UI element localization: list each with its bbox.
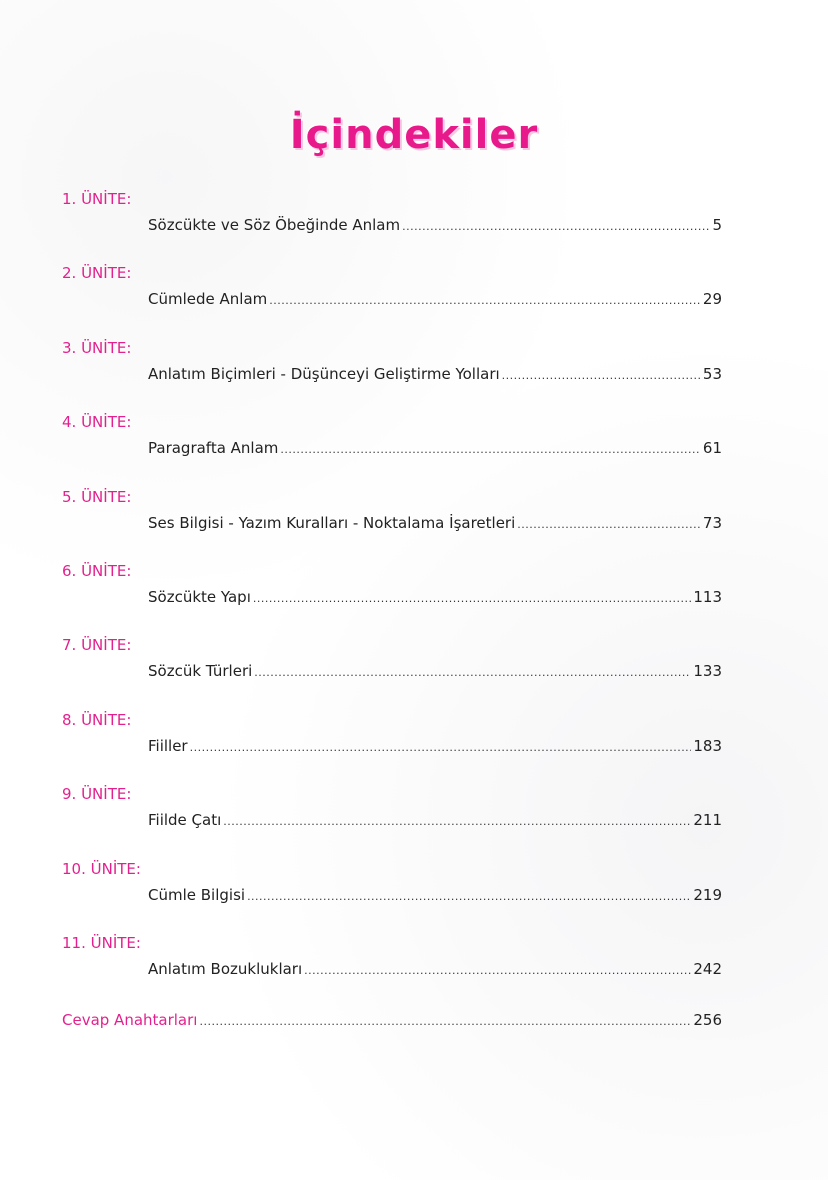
toc-entry[interactable]: Sözcükte Yapı 113 — [148, 588, 722, 606]
toc-entry[interactable]: Paragrafta Anlam 61 — [148, 439, 722, 457]
dot-leader — [280, 443, 701, 456]
entry-title: Cümlede Anlam — [148, 290, 268, 309]
toc-entry[interactable]: Fiiller 183 — [148, 737, 722, 755]
entry-title: Anlatım Bozuklukları — [148, 960, 303, 978]
toc-entry[interactable]: Anlatım Biçimleri - Düşünceyi Geliştirme… — [148, 365, 722, 383]
page-title: İçindekiler — [289, 112, 539, 158]
entry-page: 61 — [702, 439, 722, 458]
toc-entry[interactable]: Ses Bilgisi - Yazım Kuralları - Noktalam… — [148, 514, 722, 532]
entry-page: 113 — [693, 588, 722, 606]
entry-page: 219 — [693, 885, 722, 904]
unit-label: 4. ÜNİTE: — [62, 413, 132, 432]
dot-leader — [254, 666, 691, 679]
entry-title: Sözcükte ve Söz Öbeğinde Anlam — [148, 216, 401, 234]
dot-leader — [223, 815, 691, 828]
unit-label: 10. ÜNİTE: — [62, 859, 141, 878]
toc-entry[interactable]: Anlatım Bozuklukları 242 — [148, 960, 722, 978]
entry-page: 133 — [693, 662, 722, 681]
dot-leader — [502, 369, 701, 382]
toc-entry[interactable]: Cümle Bilgisi 219 — [148, 886, 722, 904]
entry-title: Paragrafta Anlam — [148, 439, 279, 458]
unit-label: 9. ÜNİTE: — [62, 785, 132, 804]
dot-leader — [304, 964, 691, 977]
toc-entry[interactable]: Cümlede Anlam 29 — [148, 290, 722, 308]
entry-page: 53 — [702, 364, 722, 383]
unit-label: 11. ÜNİTE: — [62, 934, 141, 952]
dot-leader — [247, 890, 691, 903]
entry-title: Cevap Anahtarları — [62, 1011, 198, 1029]
unit-label: 3. ÜNİTE: — [62, 338, 132, 357]
dot-leader — [402, 220, 710, 233]
entry-page: 29 — [702, 290, 722, 309]
dot-leader — [253, 592, 691, 605]
unit-label: 5. ÜNİTE: — [62, 487, 132, 506]
unit-label: 6. ÜNİTE: — [62, 562, 132, 580]
entry-page: 73 — [702, 513, 722, 532]
entry-page: 183 — [693, 736, 722, 755]
unit-label: 8. ÜNİTE: — [62, 710, 132, 729]
entry-title: Sözcük Türleri — [148, 662, 253, 681]
entry-page: 242 — [693, 960, 722, 978]
unit-label: 7. ÜNİTE: — [62, 636, 132, 655]
toc-entry[interactable]: Sözcükte ve Söz Öbeğinde Anlam 5 — [148, 216, 722, 234]
dot-leader — [199, 1015, 691, 1028]
toc-entry[interactable]: Sözcük Türleri 133 — [148, 662, 722, 680]
entry-title: Ses Bilgisi - Yazım Kuralları - Noktalam… — [148, 513, 516, 532]
dot-leader — [517, 518, 701, 531]
entry-title: Cümle Bilgisi — [148, 885, 246, 904]
entry-title: Fiiller — [148, 736, 188, 755]
unit-label: 1. ÜNİTE: — [62, 190, 132, 208]
entry-page: 5 — [712, 216, 722, 234]
dot-leader — [190, 741, 692, 754]
entry-page: 256 — [693, 1011, 722, 1029]
unit-label: 2. ÜNİTE: — [62, 264, 132, 283]
entry-title: Sözcükte Yapı — [148, 588, 251, 606]
toc-entry-answer-key[interactable]: Cevap Anahtarları 256 — [62, 1011, 722, 1029]
entry-title: Anlatım Biçimleri - Düşünceyi Geliştirme… — [148, 364, 500, 383]
toc-entry[interactable]: Fiilde Çatı 211 — [148, 811, 722, 829]
entry-page: 211 — [693, 811, 722, 830]
entry-title: Fiilde Çatı — [148, 811, 222, 830]
dot-leader — [269, 294, 701, 307]
